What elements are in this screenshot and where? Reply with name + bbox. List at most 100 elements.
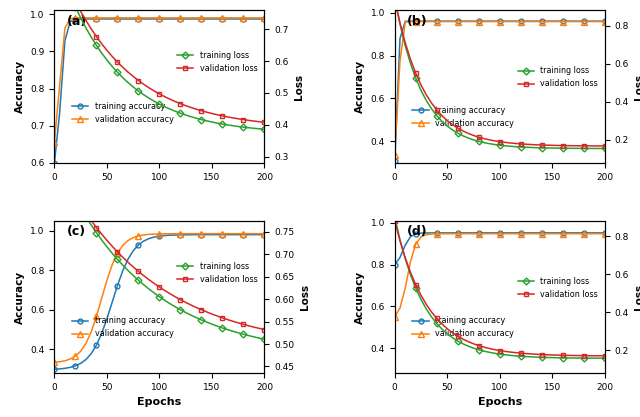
Line: training loss: training loss xyxy=(52,153,267,342)
validation accuracy xyxy=(428,19,435,24)
training accuracy xyxy=(56,367,63,372)
validation loss xyxy=(234,320,242,325)
Y-axis label: Accuracy: Accuracy xyxy=(15,60,25,113)
validation accuracy xyxy=(538,231,546,236)
validation loss xyxy=(229,116,237,121)
training accuracy xyxy=(465,19,472,24)
training accuracy xyxy=(454,230,461,235)
validation loss xyxy=(172,99,179,104)
training loss xyxy=(485,141,493,146)
training loss xyxy=(591,146,598,151)
training loss xyxy=(150,99,158,104)
training loss xyxy=(496,352,504,357)
training accuracy xyxy=(198,232,205,237)
validation accuracy xyxy=(213,231,221,236)
validation loss xyxy=(506,349,514,354)
training accuracy xyxy=(601,230,609,235)
training loss xyxy=(245,125,253,130)
training loss xyxy=(145,286,153,291)
training loss xyxy=(585,356,593,361)
training accuracy xyxy=(229,17,237,22)
training accuracy xyxy=(172,17,179,22)
validation loss xyxy=(87,218,95,223)
validation loss xyxy=(119,255,127,260)
validation accuracy xyxy=(219,231,227,236)
validation accuracy xyxy=(543,19,551,24)
training accuracy xyxy=(198,17,205,22)
training loss xyxy=(250,126,258,131)
training accuracy xyxy=(580,230,588,235)
validation accuracy xyxy=(156,231,163,236)
training loss xyxy=(506,353,514,358)
training loss xyxy=(527,145,535,150)
training accuracy xyxy=(475,230,483,235)
validation accuracy xyxy=(428,231,435,236)
training loss xyxy=(145,95,153,100)
training accuracy xyxy=(72,17,79,22)
validation accuracy xyxy=(532,231,540,236)
training accuracy xyxy=(538,230,546,235)
training accuracy xyxy=(444,19,451,24)
validation loss xyxy=(234,116,242,121)
validation accuracy xyxy=(150,231,158,236)
validation loss xyxy=(454,334,461,339)
validation accuracy xyxy=(255,231,263,236)
validation loss xyxy=(134,269,142,274)
training accuracy xyxy=(465,230,472,235)
validation accuracy xyxy=(449,231,456,236)
Line: validation loss: validation loss xyxy=(392,0,607,148)
training loss xyxy=(575,356,582,361)
validation loss xyxy=(224,317,232,322)
Text: (b): (b) xyxy=(407,15,428,28)
validation accuracy xyxy=(150,15,158,20)
Text: (d): (d) xyxy=(407,225,428,239)
validation accuracy xyxy=(56,83,63,88)
validation loss xyxy=(548,143,556,148)
validation accuracy xyxy=(124,238,132,243)
training loss xyxy=(72,196,79,201)
Line: training loss: training loss xyxy=(392,0,607,151)
validation accuracy xyxy=(56,359,63,364)
validation accuracy xyxy=(459,231,467,236)
training loss xyxy=(255,336,263,341)
validation accuracy xyxy=(401,286,409,291)
validation loss xyxy=(77,203,84,208)
validation loss xyxy=(438,113,446,118)
training accuracy xyxy=(145,17,153,22)
training accuracy xyxy=(391,158,399,163)
training loss xyxy=(444,123,451,128)
training accuracy xyxy=(433,231,440,236)
validation accuracy xyxy=(570,19,577,24)
training accuracy xyxy=(234,232,242,237)
validation accuracy xyxy=(501,231,509,236)
training loss xyxy=(480,140,488,145)
validation accuracy xyxy=(87,15,95,20)
validation accuracy xyxy=(596,19,604,24)
validation accuracy xyxy=(113,251,121,256)
validation accuracy xyxy=(98,296,106,301)
validation loss xyxy=(224,114,232,119)
training loss xyxy=(532,145,540,150)
training accuracy xyxy=(234,17,242,22)
training accuracy xyxy=(113,17,121,22)
training accuracy xyxy=(570,230,577,235)
validation loss xyxy=(156,284,163,289)
validation accuracy xyxy=(480,231,488,236)
validation loss xyxy=(564,353,572,358)
validation accuracy xyxy=(470,231,477,236)
validation accuracy xyxy=(459,19,467,24)
validation accuracy xyxy=(406,19,414,24)
validation accuracy xyxy=(406,259,414,264)
training accuracy xyxy=(406,234,414,239)
training accuracy xyxy=(428,231,435,236)
training accuracy xyxy=(177,17,184,22)
training accuracy xyxy=(98,17,106,22)
validation loss xyxy=(548,352,556,357)
validation loss xyxy=(527,352,535,357)
training accuracy xyxy=(491,230,499,235)
validation loss xyxy=(465,131,472,136)
validation loss xyxy=(108,244,116,249)
validation loss xyxy=(129,264,137,269)
training loss xyxy=(198,117,205,122)
validation loss xyxy=(129,74,137,79)
